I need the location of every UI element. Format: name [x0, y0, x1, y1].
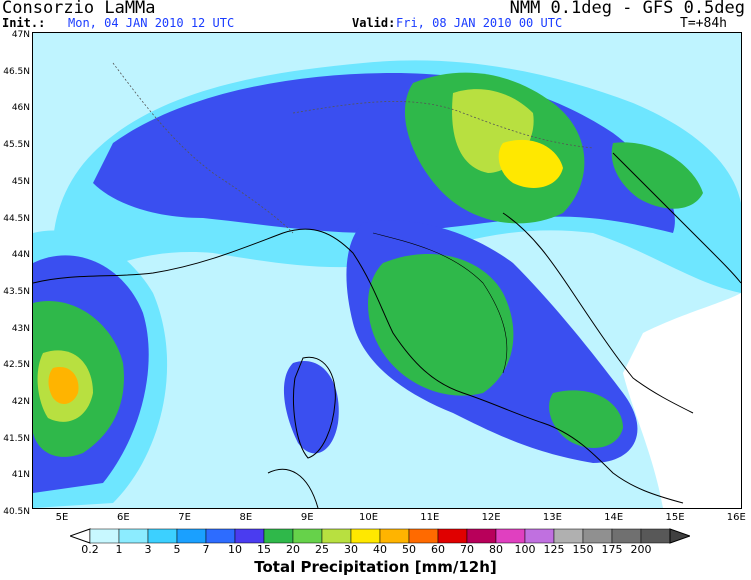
colorbar-label: 125 — [543, 543, 565, 556]
colorbar-swatch — [263, 528, 294, 544]
lon-label: 11E — [420, 512, 440, 523]
colorbar-label: 15 — [257, 543, 271, 556]
colorbar-arrow-low — [70, 528, 91, 544]
colorbar-swatch — [205, 528, 236, 544]
colorbar-label: 200 — [630, 543, 652, 556]
lat-label: 42N — [11, 397, 30, 407]
colorbar-label: 5 — [173, 543, 181, 556]
colorbar-label: 100 — [514, 543, 536, 556]
colorbar-title: Total Precipitation [mm/12h] — [254, 558, 497, 576]
lon-label: 7E — [178, 512, 191, 523]
coastline-croatia — [612, 152, 741, 284]
precip-area-peak-west — [48, 367, 79, 405]
colorbar-label: 70 — [460, 543, 474, 556]
colorbar-swatch — [321, 528, 352, 544]
colorbar-swatch — [147, 528, 178, 544]
precip-area-heavy-southeast — [549, 390, 623, 448]
colorbar-label: 7 — [202, 543, 210, 556]
valid-value: Fri, 08 JAN 2010 00 UTC — [396, 16, 563, 30]
precip-area-peak-north — [498, 139, 563, 188]
region-borders — [372, 232, 508, 374]
precipitation-map — [32, 32, 742, 509]
colorbar-swatch — [495, 528, 526, 544]
colorbar-label: 10 — [228, 543, 242, 556]
lat-label: 46.5N — [3, 66, 30, 77]
colorbar-label: 25 — [315, 543, 329, 556]
colorbar-label: 1 — [115, 543, 123, 556]
coastline-tyrrhenian — [33, 228, 684, 504]
lat-label: 42.5N — [3, 360, 30, 371]
colorbar-swatch — [582, 528, 613, 544]
precipitation-field — [33, 33, 741, 508]
lon-label: 15E — [665, 512, 685, 523]
colorbar-label: 30 — [344, 543, 358, 556]
init-label: Init.: — [2, 16, 46, 30]
organization-title: Consorzio LaMMa — [2, 0, 156, 18]
lon-label: 9E — [300, 512, 314, 523]
colorbar-swatch — [350, 528, 381, 544]
colorbar-swatch — [524, 528, 555, 544]
lat-label: 47N — [11, 30, 30, 40]
colorbar-swatch — [292, 528, 323, 544]
lon-label: 14E — [604, 512, 624, 523]
border-france-italy — [112, 62, 294, 234]
colorbar-label: 60 — [431, 543, 445, 556]
lat-label: 43N — [11, 323, 30, 334]
coastline-adriatic — [502, 212, 694, 414]
colorbar-label: 50 — [402, 543, 416, 556]
lat-label: 45.5N — [3, 140, 30, 151]
colorbar-swatch — [553, 528, 584, 544]
colorbar-swatch — [611, 528, 642, 544]
lon-label: 6E — [116, 512, 130, 523]
colorbar-arrow-high — [669, 528, 690, 544]
coastline-sardinia — [267, 468, 319, 508]
colorbar-label: 175 — [601, 543, 623, 556]
colorbar-label: 80 — [489, 543, 503, 556]
lon-label: 8E — [239, 512, 253, 523]
lon-label: 13E — [542, 512, 562, 523]
colorbar-swatch — [176, 528, 207, 544]
colorbar-swatch — [640, 528, 671, 544]
lon-label: 10E — [358, 512, 379, 523]
lat-label: 44.5N — [3, 213, 30, 224]
dry-area-southeast — [623, 293, 741, 508]
lat-label: 44N — [11, 250, 30, 261]
colorbar — [70, 528, 690, 544]
colorbar-swatch — [408, 528, 439, 544]
colorbar-swatch — [466, 528, 497, 544]
lat-label: 41N — [11, 470, 30, 481]
lat-label: 40.5N — [3, 507, 30, 518]
colorbar-label: 40 — [373, 543, 387, 556]
coastline-corsica — [293, 356, 336, 459]
colorbar-swatch — [118, 528, 149, 544]
colorbar-swatch — [234, 528, 265, 544]
colorbar-label: 0.2 — [81, 543, 99, 556]
model-title: NMM 0.1deg - GFS 0.5deg — [509, 0, 745, 18]
colorbar-swatch — [89, 528, 120, 544]
lat-label: 43.5N — [3, 286, 30, 297]
lon-label: 12E — [481, 512, 501, 523]
lat-label: 41.5N — [3, 433, 30, 444]
colorbar-label: 3 — [144, 543, 152, 556]
lead-time: T=+84h — [680, 16, 727, 31]
valid-label: Valid: — [352, 16, 396, 30]
lat-label: 45N — [11, 176, 30, 187]
colorbar-swatch — [437, 528, 468, 544]
lon-label: 5E — [55, 512, 69, 523]
precip-area-heavy-central — [368, 254, 514, 396]
colorbar-label: 20 — [286, 543, 300, 556]
precip-area-corsica — [283, 361, 339, 454]
lon-label: 16E — [726, 512, 746, 523]
colorbar-label: 150 — [572, 543, 594, 556]
init-value: Mon, 04 JAN 2010 12 UTC — [68, 16, 235, 30]
precip-area-heavy-northeast — [611, 142, 703, 209]
colorbar-swatch — [379, 528, 410, 544]
lat-label: 46N — [11, 103, 30, 114]
